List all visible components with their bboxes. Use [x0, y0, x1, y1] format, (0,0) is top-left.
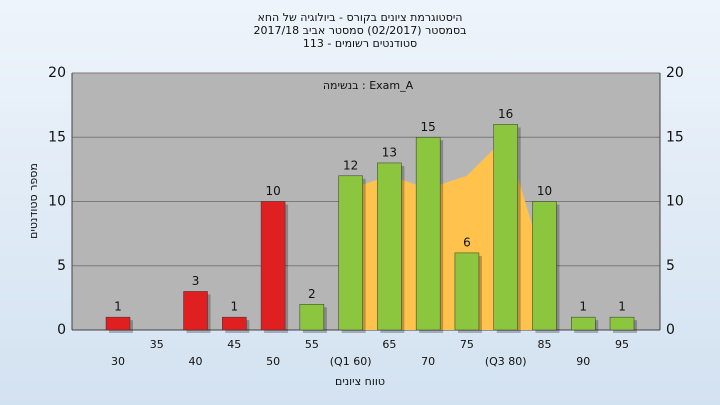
- y-tick-label: 5: [666, 258, 675, 274]
- x-tick-label: 50: [266, 355, 280, 368]
- x-tick-label: 70: [421, 355, 435, 368]
- data-label: 1: [618, 300, 626, 314]
- y-tick-label: 0: [666, 322, 675, 338]
- annotation: בנשימה : Exam_A: [323, 79, 414, 92]
- data-label: 3: [192, 274, 200, 288]
- bar: [105, 316, 131, 331]
- data-label: 13: [382, 145, 397, 159]
- y-tick-label: 15: [666, 129, 684, 145]
- data-label: 1: [579, 300, 587, 314]
- x-tick-label: 85: [537, 338, 551, 351]
- data-label: 1: [230, 300, 238, 314]
- x-axis-label: טווח ציונים: [335, 375, 385, 388]
- data-label: 10: [537, 184, 552, 198]
- y-tick-label: 0: [57, 322, 66, 338]
- x-tick-label: 45: [227, 338, 241, 351]
- bar: [570, 316, 596, 331]
- x-tick-label: 75: [460, 338, 474, 351]
- chart-title: היסטוגרמת ציונים בקורס - ביולוגיה של החא: [258, 11, 463, 24]
- bar: [454, 252, 480, 331]
- y-tick-label: 20: [666, 65, 684, 81]
- y-tick-label: 10: [48, 194, 66, 210]
- x-tick-label: 55: [305, 338, 319, 351]
- bar: [299, 304, 325, 331]
- data-label: 2: [308, 287, 316, 301]
- chart-subtitle: בסמסטר (02/2017) סמסטר אביב 2017/18: [253, 24, 466, 37]
- bar: [260, 201, 286, 331]
- data-label: 6: [463, 235, 471, 249]
- x-tick-label: 40: [189, 355, 203, 368]
- x-tick-label: 90: [576, 355, 590, 368]
- bar: [222, 316, 247, 331]
- bar: [532, 201, 557, 331]
- bar: [377, 162, 402, 331]
- data-label: 16: [498, 107, 513, 121]
- bar: [493, 124, 518, 331]
- bar: [338, 175, 363, 331]
- data-label: 1: [114, 300, 122, 314]
- x-tick-label: (Q3 80): [485, 355, 527, 368]
- x-tick-label: 30: [111, 355, 125, 368]
- data-label: 10: [265, 184, 280, 198]
- y-tick-label: 10: [666, 194, 684, 210]
- bar: [609, 316, 635, 331]
- x-tick-label: (Q1 60): [330, 355, 372, 368]
- y-axis-label: מספר סטודנטים: [27, 163, 40, 239]
- bar: [415, 137, 441, 331]
- data-label: 12: [343, 158, 358, 172]
- y-tick-label: 5: [57, 258, 66, 274]
- chart-subtitle: סטודנטים רשומים - 113: [303, 37, 417, 50]
- x-tick-label: 95: [615, 338, 629, 351]
- y-tick-label: 20: [48, 65, 66, 81]
- x-tick-label: 35: [150, 338, 164, 351]
- x-tick-label: 65: [382, 338, 396, 351]
- bar: [183, 291, 208, 331]
- data-label: 15: [421, 120, 436, 134]
- y-tick-label: 15: [48, 129, 66, 145]
